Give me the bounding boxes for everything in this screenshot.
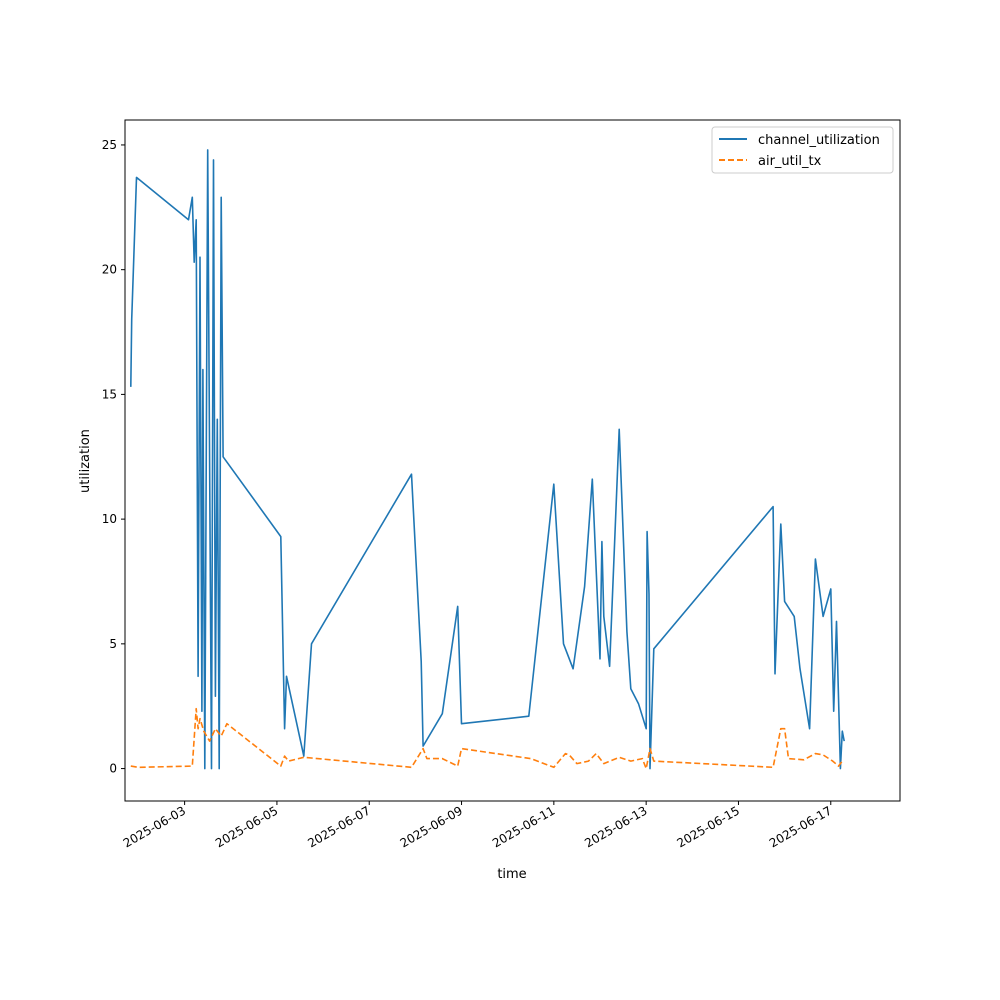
y-axis-label: utilization bbox=[78, 429, 93, 493]
y-tick-label: 10 bbox=[102, 512, 117, 526]
series-line-air-util-tx bbox=[130, 707, 843, 770]
legend: channel_utilization air_util_tx bbox=[711, 126, 894, 174]
y-tick-label: 20 bbox=[102, 263, 117, 277]
legend-label-channel-utilization: channel_utilization bbox=[758, 133, 880, 148]
x-axis-label: time bbox=[497, 867, 526, 882]
y-tick-label: 0 bbox=[109, 762, 117, 776]
series-layer bbox=[130, 149, 845, 770]
y-tick-label: 15 bbox=[102, 387, 117, 401]
y-tick-label: 25 bbox=[102, 138, 117, 152]
legend-box bbox=[711, 126, 894, 174]
series-line-channel-utilization bbox=[130, 149, 845, 770]
plot-frame bbox=[124, 119, 901, 802]
y-axis-ticks: 0 5 10 15 20 25 bbox=[102, 138, 125, 776]
legend-label-air-util-tx: air_util_tx bbox=[758, 154, 822, 169]
y-tick-label: 5 bbox=[109, 637, 117, 651]
